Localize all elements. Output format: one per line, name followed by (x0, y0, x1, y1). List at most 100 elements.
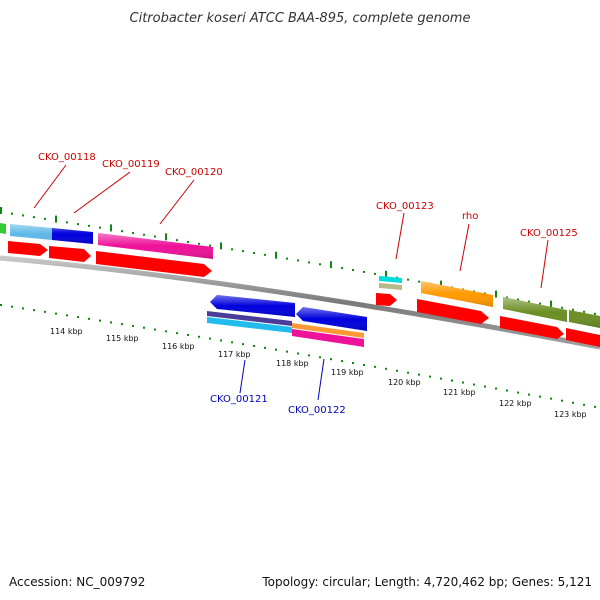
minor-tick (572, 401, 574, 404)
genome-backbone (0, 255, 600, 350)
minor-tick (308, 261, 310, 264)
gene-bar-green-left[interactable] (0, 223, 6, 234)
minor-tick (407, 371, 409, 374)
minor-tick (396, 369, 398, 372)
forward-gene-features (0, 223, 600, 328)
minor-tick (363, 363, 365, 366)
lower-tick-row (0, 304, 596, 408)
minor-tick (77, 316, 79, 319)
forward-gene-labels: CKO_00118 CKO_00119 CKO_00120 CKO_00123 … (38, 152, 578, 239)
minor-tick (341, 360, 343, 363)
minor-tick (319, 356, 321, 359)
minor-tick (297, 352, 299, 355)
gene-label-cko-00118[interactable]: CKO_00118 (38, 152, 96, 163)
minor-tick (462, 381, 464, 384)
minor-tick (66, 314, 68, 317)
minor-tick (11, 305, 13, 308)
minor-tick (583, 310, 585, 313)
minor-tick (209, 244, 211, 247)
minor-tick (506, 389, 508, 392)
gene-label-cko-00122[interactable]: CKO_00122 (288, 405, 346, 416)
minor-tick (264, 253, 266, 256)
minor-tick (330, 358, 332, 361)
minor-tick (187, 333, 189, 336)
cds-arrow[interactable] (49, 246, 91, 262)
major-tick (0, 207, 2, 214)
minor-tick (253, 344, 255, 347)
minor-tick (220, 339, 222, 342)
minor-tick (407, 278, 409, 281)
minor-tick (22, 307, 24, 310)
scale-label: 122 kbp (499, 399, 532, 408)
minor-tick (341, 267, 343, 270)
minor-tick (517, 391, 519, 394)
minor-tick (264, 346, 266, 349)
major-tick (165, 233, 167, 241)
cds-arrow[interactable] (376, 293, 397, 306)
minor-tick (528, 393, 530, 396)
minor-tick (418, 280, 420, 283)
cds-arrow[interactable] (417, 299, 489, 324)
minor-tick (539, 395, 541, 398)
scale-label: 121 kbp (443, 388, 476, 397)
gene-bar-cko-00123-cyan[interactable] (379, 276, 402, 283)
scale-label: 117 kbp (218, 350, 251, 359)
cds-arrow[interactable] (8, 241, 48, 256)
minor-tick (484, 385, 486, 388)
minor-tick (132, 324, 134, 327)
cds-arrow[interactable] (566, 328, 600, 347)
minor-tick (231, 341, 233, 344)
minor-tick (594, 405, 596, 408)
minor-tick (33, 216, 35, 219)
major-tick (385, 270, 387, 278)
reverse-gene-features (207, 295, 367, 347)
gene-label-cko-00120[interactable]: CKO_00120 (165, 167, 223, 178)
rna-bar-cko-00122-pink[interactable] (292, 329, 364, 347)
minor-tick (550, 397, 552, 400)
rna-bar-cko-00121-purple[interactable] (207, 311, 292, 326)
major-tick (55, 215, 57, 223)
minor-tick (517, 298, 519, 301)
scale-label: 118 kbp (276, 359, 309, 368)
major-tick (440, 280, 442, 288)
minor-tick (44, 310, 46, 313)
minor-tick (176, 332, 178, 335)
gene-label-rho[interactable]: rho (462, 211, 478, 222)
forward-cds-arrows (8, 241, 600, 347)
minor-tick (352, 269, 354, 272)
minor-tick (44, 217, 46, 220)
minor-tick (198, 335, 200, 338)
minor-tick (418, 373, 420, 376)
minor-tick (275, 348, 277, 351)
map-title: Citrobacter koseri ATCC BAA-895, complet… (130, 11, 471, 26)
rna-bar-cko-00121-cyan[interactable] (207, 317, 292, 333)
rna-bar-cko-00122-orange[interactable] (292, 323, 364, 338)
minor-tick (55, 312, 57, 315)
cds-arrow[interactable] (500, 316, 564, 339)
minor-tick (451, 379, 453, 382)
scale-label: 115 kbp (106, 334, 139, 343)
minor-tick (231, 248, 233, 251)
genome-summary-text: Topology: circular; Length: 4,720,462 bp… (261, 575, 592, 589)
forward-label-leaders (33, 164, 549, 289)
minor-tick (583, 403, 585, 406)
major-tick (330, 261, 332, 269)
cds-arrow[interactable] (96, 251, 212, 277)
minor-tick (209, 337, 211, 340)
minor-tick (143, 326, 145, 329)
minor-tick (88, 224, 90, 227)
minor-tick (385, 367, 387, 370)
minor-tick (363, 270, 365, 273)
minor-tick (242, 250, 244, 253)
gene-bar-cko-00123[interactable] (379, 283, 402, 290)
scale-labels: 114 kbp 115 kbp 116 kbp 117 kbp 118 kbp … (50, 327, 587, 419)
gene-label-cko-00125[interactable]: CKO_00125 (520, 228, 578, 239)
major-tick (275, 251, 277, 259)
gene-label-cko-00119[interactable]: CKO_00119 (102, 159, 160, 170)
minor-tick (473, 383, 475, 386)
gene-label-cko-00121[interactable]: CKO_00121 (210, 394, 268, 405)
gene-label-cko-00123[interactable]: CKO_00123 (376, 201, 434, 212)
minor-tick (374, 365, 376, 368)
minor-tick (22, 214, 24, 217)
